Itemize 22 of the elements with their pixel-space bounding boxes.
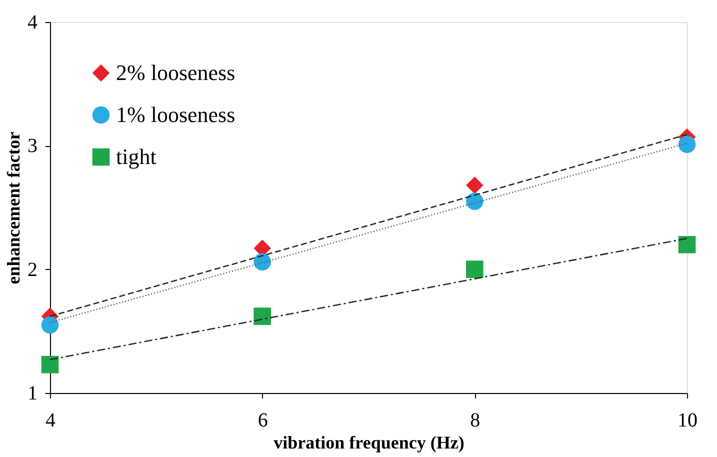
x-tick-label: 6 (258, 410, 268, 432)
y-tick-label: 3 (28, 135, 38, 158)
y-tick-label: 1 (28, 382, 38, 404)
y-tick-label: 2 (28, 258, 38, 281)
point (466, 192, 484, 210)
point (678, 236, 696, 254)
point (41, 316, 59, 334)
legend-label: 2% looseness (116, 60, 236, 85)
point (678, 136, 696, 154)
legend-label: tight (116, 144, 156, 169)
x-tick-label: 10 (678, 410, 698, 432)
point (254, 253, 271, 271)
point (41, 356, 59, 374)
legend-label: 1% looseness (116, 102, 236, 127)
point (254, 308, 271, 325)
x-axis-title: vibration frequency (Hz) (274, 432, 464, 452)
x-tick-label: 8 (470, 410, 480, 432)
y-tick-label: 4 (28, 12, 38, 34)
point (466, 176, 484, 194)
point (466, 260, 484, 278)
y-axis-title: enhancement factor (4, 132, 24, 284)
x-tick-label: 4 (46, 410, 56, 432)
